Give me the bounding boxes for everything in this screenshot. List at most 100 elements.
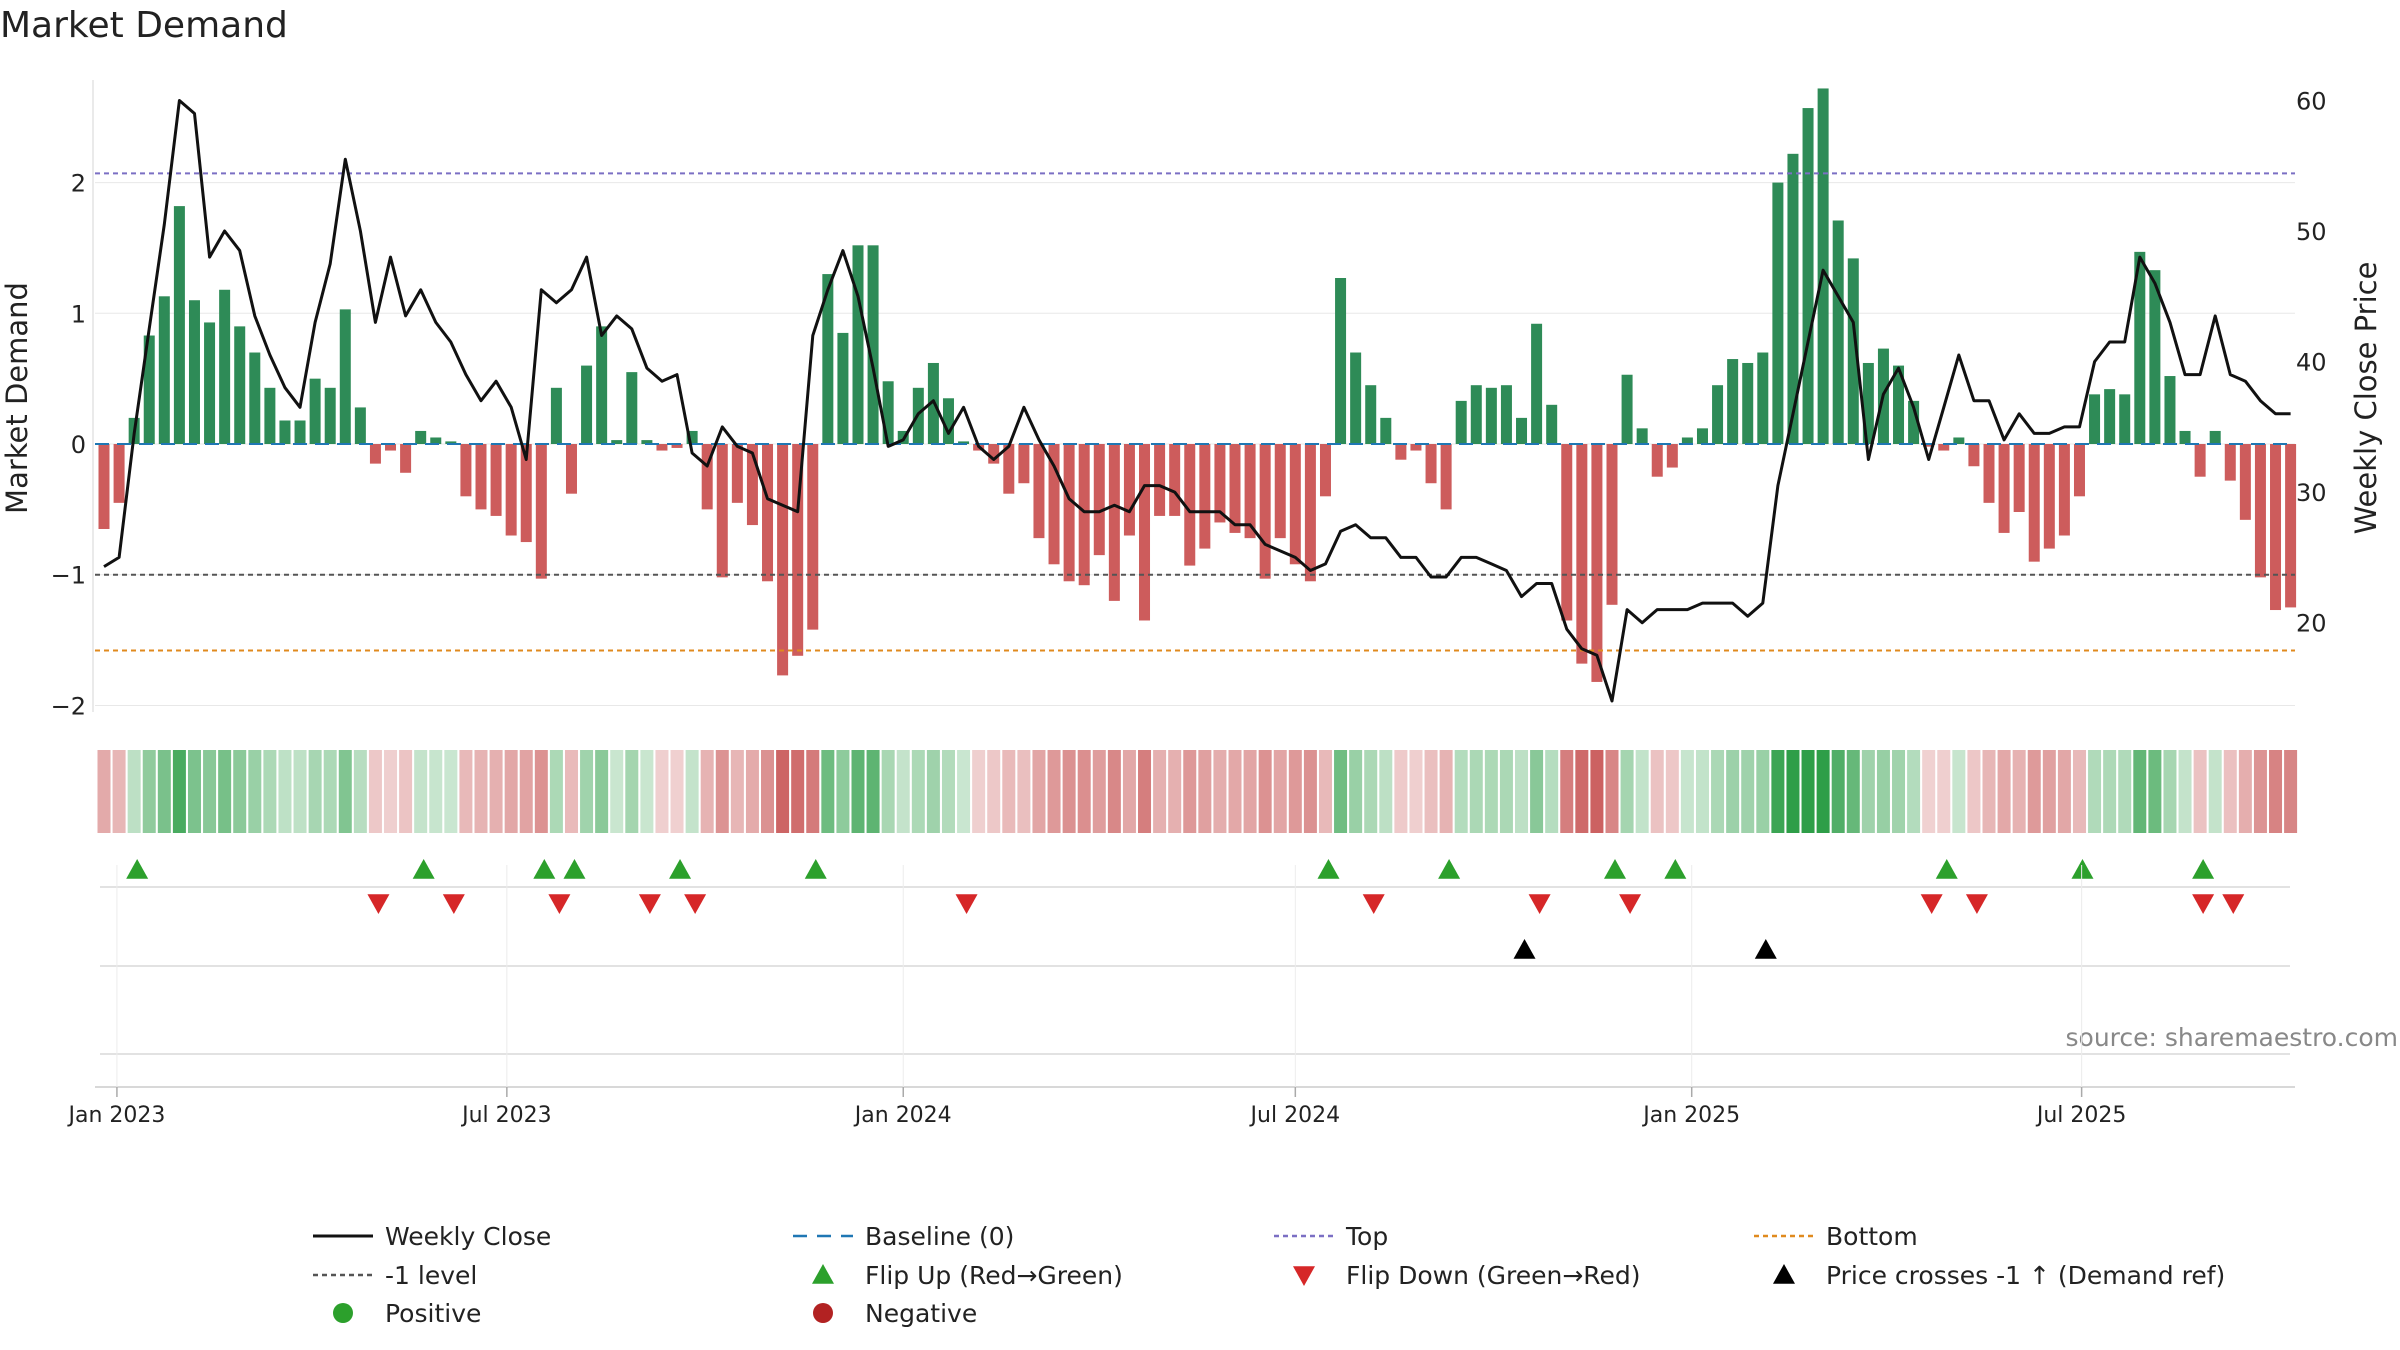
- demand-strip-cell: [2269, 750, 2283, 833]
- legend-label: Positive: [385, 1299, 481, 1328]
- demand-bar: [716, 444, 728, 578]
- demand-strip-cell: [715, 750, 729, 833]
- demand-strip-cell: [444, 750, 458, 833]
- demand-strip-cell: [2208, 750, 2222, 833]
- flip-up-marker: [1664, 859, 1687, 879]
- demand-strip-cell: [1590, 750, 1604, 833]
- demand-strip-cell: [610, 750, 624, 833]
- y-tick-label-right: 50: [2296, 218, 2327, 246]
- demand-strip-cell: [1711, 750, 1725, 833]
- demand-bar: [2089, 394, 2101, 445]
- legend-circle-swatch: [813, 1303, 833, 1323]
- legend-label: Flip Up (Red→Green): [865, 1261, 1123, 1290]
- flip-up-marker: [563, 859, 586, 879]
- legend-label: Bottom: [1826, 1222, 1918, 1251]
- demand-strip-cell: [926, 750, 940, 833]
- demand-bar: [1169, 444, 1181, 516]
- demand-strip-cell: [580, 750, 594, 833]
- x-tick-label: Jul 2023: [460, 1103, 552, 1128]
- demand-strip-cell: [414, 750, 428, 833]
- demand-bar: [762, 444, 774, 582]
- demand-strip-cell: [1982, 750, 1996, 833]
- demand-strip-cell: [1288, 750, 1302, 833]
- demand-bar: [1048, 444, 1060, 565]
- demand-bar: [2194, 444, 2206, 477]
- demand-strip-cell: [730, 750, 744, 833]
- demand-strip-cell: [2088, 750, 2102, 833]
- demand-bar: [460, 444, 472, 497]
- y-axis-label-right: Weekly Close Price: [2349, 262, 2383, 535]
- demand-bar: [1184, 444, 1196, 566]
- demand-strip-cell: [203, 750, 217, 833]
- demand-bar: [1063, 444, 1075, 582]
- flip-up-marker: [1604, 859, 1626, 879]
- demand-strip-cell: [1168, 750, 1182, 833]
- demand-strip-cell: [776, 750, 790, 833]
- demand-bar: [1395, 444, 1407, 460]
- demand-bar: [1259, 444, 1271, 579]
- demand-bar: [656, 444, 668, 451]
- demand-bar: [807, 444, 819, 630]
- demand-bar: [1199, 444, 1211, 549]
- demand-strip-cell: [791, 750, 805, 833]
- main-panel: −2 −1 0 1 2 20 30 40 50 60: [51, 80, 2327, 720]
- demand-strip-cell: [1907, 750, 1921, 833]
- demand-strip-cell: [1515, 750, 1529, 833]
- legend-label: Negative: [865, 1299, 977, 1328]
- demand-bar: [204, 322, 216, 445]
- demand-bar: [1591, 444, 1603, 682]
- demand-bar: [1847, 258, 1859, 445]
- demand-bar: [1154, 444, 1166, 516]
- demand-bar: [1229, 444, 1241, 533]
- demand-bar: [475, 444, 487, 510]
- demand-strip-cell: [2193, 750, 2207, 833]
- demand-strip-cell: [2012, 750, 2026, 833]
- event-panels: [100, 859, 2290, 1055]
- demand-bar: [626, 372, 638, 445]
- demand-strip-cell: [821, 750, 835, 833]
- legend: Weekly Close Baseline (0) Top Bottom -1 leve…: [313, 1222, 2225, 1328]
- demand-strip-cell: [1318, 750, 1332, 833]
- demand-strip-cell: [1816, 750, 1830, 833]
- demand-strip-cell: [1726, 750, 1740, 833]
- demand-strip-cell: [1183, 750, 1197, 833]
- flip-down-marker: [2192, 894, 2215, 914]
- demand-bar: [445, 441, 457, 445]
- legend-triangle-swatch: [1293, 1266, 1315, 1286]
- x-tick-label: Jul 2024: [1249, 1103, 1341, 1128]
- demand-strip-cell: [761, 750, 775, 833]
- demand-strip-cell: [1062, 750, 1076, 833]
- flip-down-marker: [442, 894, 465, 914]
- demand-bar: [1455, 400, 1467, 445]
- demand-strip-cell: [1831, 750, 1845, 833]
- demand-strip-cell: [564, 750, 578, 833]
- demand-bar: [1651, 444, 1663, 477]
- demand-bar: [264, 387, 276, 445]
- demand-bar: [1666, 444, 1678, 468]
- flip-down-marker: [1528, 894, 1551, 914]
- demand-strip-cell: [1620, 750, 1634, 833]
- demand-bar: [1787, 153, 1799, 445]
- demand-strip-cell: [1741, 750, 1755, 833]
- demand-bar: [1576, 444, 1588, 664]
- flip-up-marker: [1317, 859, 1340, 879]
- demand-strip-cell: [806, 750, 820, 833]
- demand-bar: [173, 206, 185, 445]
- legend-circle-swatch: [333, 1303, 353, 1323]
- demand-strip-cell: [1937, 750, 1951, 833]
- demand-strip-cell: [987, 750, 1001, 833]
- weekly-close-line: [103, 99, 2291, 703]
- demand-strip-cell: [836, 750, 850, 833]
- demand-strip-cell: [489, 750, 503, 833]
- demand-strip-cell: [685, 750, 699, 833]
- demand-strip-cell: [881, 750, 895, 833]
- demand-bar: [1319, 444, 1331, 497]
- demand-bar: [1470, 385, 1482, 445]
- demand-bar: [596, 326, 608, 445]
- demand-strip-cell: [1273, 750, 1287, 833]
- demand-strip-cell: [549, 750, 563, 833]
- demand-strip-cell: [1484, 750, 1498, 833]
- demand-bar: [324, 387, 336, 445]
- demand-bar: [2224, 444, 2236, 481]
- demand-strip-cell: [1635, 750, 1649, 833]
